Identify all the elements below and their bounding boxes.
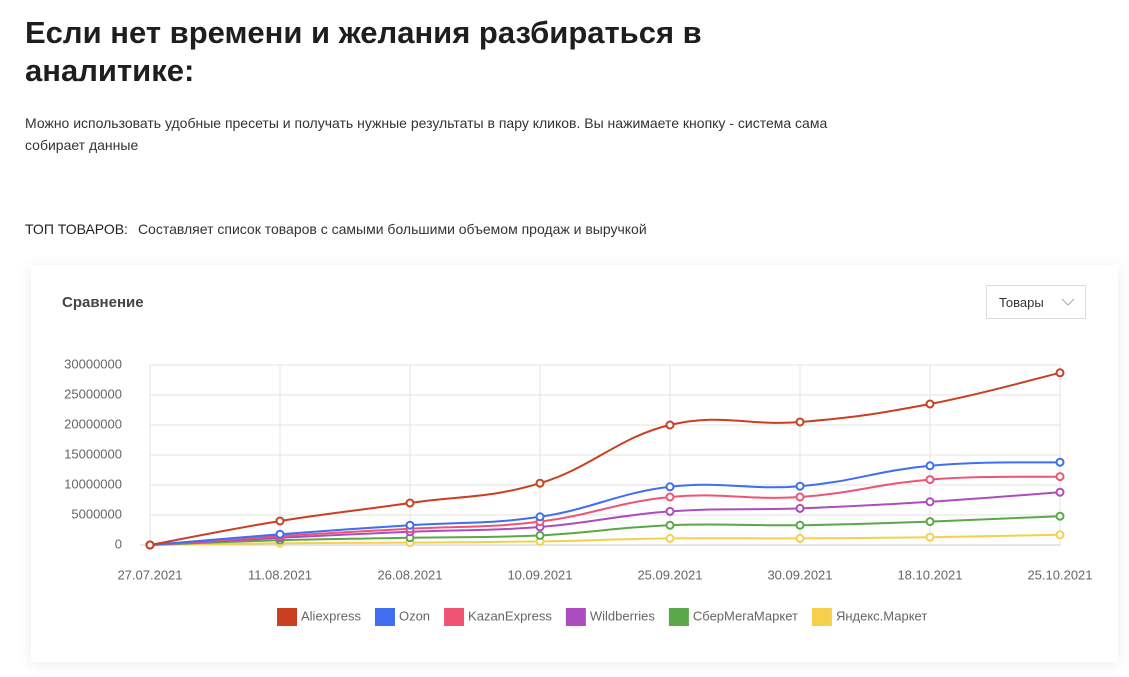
series-line [149,475,1061,546]
data-point [795,417,805,427]
section-label: ТОП ТОВАРОВ: [25,221,128,237]
chevron [1061,298,1075,306]
x-tick-label: 30.09.2021 [767,567,832,582]
series-line [149,371,1061,546]
series-line [149,533,1061,546]
y-tick-label: 30000000 [64,356,122,371]
section: ТОП ТОВАРОВ: Составляет список товаров с … [25,221,647,237]
data-point [405,498,415,508]
x-tick-label: 11.08.2021 [248,567,312,582]
page-title: Если нет времени и желания разбираться в… [25,15,702,88]
data-point [1055,511,1065,521]
y-tick-label: 0 [115,536,122,551]
legend-label: Яндекс.Маркет [836,608,927,623]
y-tick-label: 20000000 [64,416,122,431]
dropdown[interactable]: Товары [986,285,1086,319]
card-title: Сравнение [62,294,144,311]
data-point [795,481,805,491]
legend-swatch [565,608,586,626]
y-tick-label: 15000000 [64,446,122,461]
data-point [1055,530,1065,540]
y-tick-label: 25000000 [64,386,122,401]
legend-label: Aliexpress [301,608,361,623]
data-point [925,532,935,542]
series-line [149,461,1061,546]
x-tick-label: 27.07.2021 [117,567,182,582]
data-point [1055,487,1065,497]
data-point [665,520,675,530]
data-point [925,475,935,485]
section-text: Составляет список товаров с самыми больш… [137,221,647,237]
data-point [665,506,675,516]
data-point [535,512,545,522]
data-point [275,516,285,526]
legend-label: Ozon [399,608,430,623]
data-point [925,399,935,409]
chart: 0 5000000 10000000 15000000 20000000 25000000… [64,356,1093,626]
x-tick-label: 10.09.2021 [507,567,572,582]
x-tick-label: 18.10.2021 [897,567,962,582]
data-point [665,492,675,502]
dropdown-label: Товары [999,295,1044,310]
data-point [405,520,415,530]
legend-item[interactable]: KazanExpress [444,608,552,626]
legend-swatch [811,608,832,626]
legend-swatch [374,608,395,626]
legend-item[interactable]: Ozon [374,608,430,626]
data-point [795,533,805,543]
legend-item[interactable]: Wildberries [565,608,656,626]
data-point [275,529,285,539]
data-point [925,517,935,527]
data-point [1055,368,1065,378]
legend-swatch [668,608,689,626]
data-point [925,497,935,507]
x-tick-label: 25.09.2021 [637,567,702,582]
data-point [1055,472,1065,482]
data-point [665,482,675,492]
legend-item[interactable]: Яндекс.Маркет [811,608,927,626]
series-line [149,491,1061,546]
data-point [535,530,545,540]
legend-swatch [277,608,297,626]
data-point [925,461,935,471]
legend-item[interactable]: СберМегаМаркет [668,608,798,626]
series-line [149,515,1061,546]
data-point [795,520,805,530]
chart-card: Сравнение Товары 0 5000000 10000000 1500000… [31,265,1118,662]
y-tick-label: 10000000 [64,476,122,491]
data-point [1055,457,1065,467]
x-tick-label: 26.08.2021 [377,567,442,582]
legend-swatch [444,608,465,626]
data-point [795,492,805,502]
data-point [795,503,805,513]
x-tick-label: 25.10.2021 [1027,567,1092,582]
legend-item[interactable]: Aliexpress [277,608,361,626]
legend-label: СберМегаМаркет [693,608,798,623]
legend-label: Wildberries [590,608,656,623]
y-tick-label: 5000000 [71,506,122,521]
data-point [535,478,545,488]
data-point [665,533,675,543]
data-point [665,420,675,430]
description: Можно использовать удобные пресеты и пол… [25,115,828,153]
legend-label: KazanExpress [468,608,552,623]
data-point [145,540,155,550]
